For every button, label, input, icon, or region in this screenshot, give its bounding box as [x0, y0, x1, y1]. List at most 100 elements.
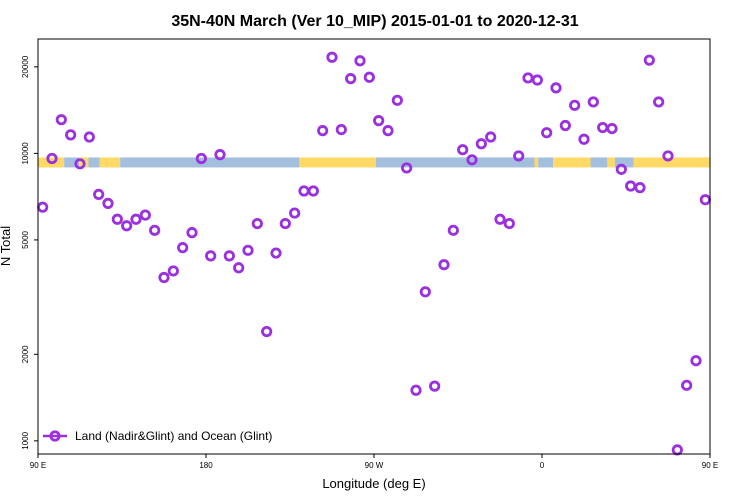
- x-tick-label: 90 E: [30, 461, 46, 470]
- data-point: [326, 51, 338, 63]
- data-point: [447, 224, 459, 236]
- data-point: [457, 144, 469, 156]
- data-point: [401, 162, 413, 174]
- band-segment-land: [299, 157, 376, 168]
- data-point: [513, 150, 525, 162]
- data-point: [335, 123, 347, 136]
- data-point: [634, 182, 646, 194]
- data-point: [55, 114, 67, 126]
- data-point: [606, 122, 618, 135]
- data-point: [121, 220, 133, 232]
- data-point: [699, 194, 711, 206]
- data-point: [522, 72, 534, 84]
- data-point: [354, 55, 366, 67]
- data-point: [625, 180, 637, 192]
- band-segment-ocean: [538, 157, 554, 168]
- data-point: [177, 242, 189, 254]
- data-point: [37, 201, 49, 213]
- data-point: [690, 355, 702, 367]
- y-tick-label: 2000: [21, 345, 30, 363]
- data-point: [223, 250, 235, 262]
- x-axis-label: Longitude (deg E): [322, 476, 425, 491]
- legend-label: Land (Nadir&Glint) and Ocean (Glint): [75, 429, 272, 443]
- data-point: [569, 99, 581, 111]
- data-point: [195, 152, 207, 165]
- band-segment-land: [633, 157, 710, 168]
- legend-marker: [49, 430, 61, 442]
- data-point: [317, 125, 329, 137]
- data-point: [345, 73, 357, 85]
- data-points: [37, 51, 711, 456]
- y-tick-label: 10000: [21, 142, 30, 165]
- data-point: [429, 380, 441, 392]
- data-point: [373, 115, 385, 127]
- data-point: [550, 82, 562, 94]
- data-point: [102, 197, 114, 209]
- band-segment-ocean: [120, 157, 300, 168]
- data-point: [65, 129, 77, 141]
- data-point: [83, 131, 95, 143]
- data-point: [681, 379, 693, 391]
- band-segment-land: [534, 157, 539, 168]
- data-point: [214, 149, 226, 161]
- band-segment-ocean: [590, 157, 608, 168]
- x-tick-label: 90 W: [365, 461, 384, 470]
- data-point: [307, 185, 319, 197]
- band-segment-ocean: [88, 157, 100, 168]
- data-point: [289, 207, 301, 219]
- y-tick-label: 1000: [21, 431, 30, 449]
- data-point: [587, 96, 599, 108]
- band-segment-land: [99, 157, 121, 168]
- data-point: [251, 217, 263, 230]
- data-point: [149, 224, 161, 236]
- band-segment-ocean: [64, 157, 80, 168]
- data-point: [597, 121, 609, 134]
- band-segment-ocean: [375, 157, 535, 168]
- data-point: [382, 125, 394, 137]
- y-axis-label: N Total: [0, 226, 13, 266]
- data-point: [438, 259, 450, 271]
- band-segment-land: [607, 157, 615, 168]
- band-segment-ocean: [614, 157, 634, 168]
- surface-band: [38, 157, 710, 168]
- x-tick-label: 90 E: [702, 461, 718, 470]
- data-point: [485, 131, 497, 143]
- data-point: [111, 213, 123, 225]
- data-point: [391, 94, 403, 106]
- axes: 90 E 180 90 W 0 90 E 1000 2000 5000 10000 20000: [21, 55, 718, 470]
- x-tick-label: 0: [540, 461, 545, 470]
- data-point: [475, 138, 487, 150]
- data-point: [167, 265, 179, 277]
- data-point: [242, 244, 254, 256]
- data-point: [186, 227, 198, 239]
- legend: Land (Nadir&Glint) and Ocean (Glint): [43, 429, 272, 443]
- data-point: [615, 163, 627, 175]
- data-point: [270, 247, 282, 259]
- band-segment-land: [553, 157, 591, 168]
- data-point: [410, 384, 422, 396]
- data-point: [363, 71, 375, 83]
- data-point: [643, 54, 655, 66]
- data-point: [503, 217, 515, 230]
- data-point: [541, 127, 553, 139]
- data-point: [466, 154, 478, 166]
- data-point: [494, 213, 506, 225]
- data-point: [662, 150, 674, 162]
- data-point: [74, 158, 86, 170]
- data-point: [671, 444, 683, 456]
- data-point: [233, 262, 245, 274]
- data-point: [205, 250, 217, 262]
- data-point: [578, 133, 590, 145]
- x-tick-label: 180: [199, 461, 213, 470]
- data-point: [261, 325, 273, 338]
- y-tick-label: 20000: [21, 55, 30, 78]
- chart-title: 35N-40N March (Ver 10_MIP) 2015-01-01 to…: [171, 13, 578, 30]
- data-point: [419, 286, 431, 298]
- data-point: [158, 271, 170, 284]
- data-point: [46, 152, 58, 165]
- data-point: [130, 213, 142, 225]
- data-point: [653, 96, 665, 108]
- plot-frame: [37, 38, 711, 455]
- data-point: [559, 119, 571, 132]
- data-point: [139, 209, 151, 221]
